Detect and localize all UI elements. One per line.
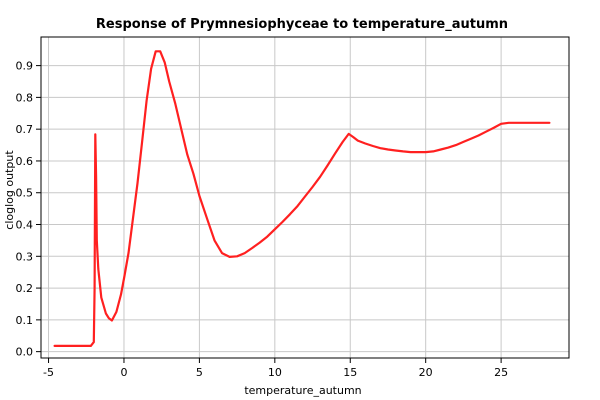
x-tick-label: 25	[494, 366, 508, 379]
x-tick-label: 0	[120, 366, 127, 379]
x-tick-label: 5	[196, 366, 203, 379]
chart-title: Response of Prymnesiophyceae to temperat…	[96, 17, 508, 32]
y-tick-label: 0.1	[16, 314, 34, 327]
y-tick-label: 0.8	[16, 91, 34, 104]
y-tick-label: 0.4	[16, 219, 34, 232]
y-tick-label: 0.7	[16, 123, 34, 136]
x-tick-label: -5	[43, 366, 54, 379]
x-tick-label: 10	[268, 366, 282, 379]
x-axis-ticks: -5 0 5 10 15 20 25	[43, 358, 508, 379]
y-tick-label: 0.3	[16, 250, 34, 263]
y-tick-label: 0.2	[16, 282, 34, 295]
y-axis-ticks: 0.0 0.1 0.2 0.3 0.4 0.5 0.6 0.7 0.8 0.9	[16, 60, 41, 359]
y-axis-label: cloglog output	[3, 150, 16, 230]
x-tick-label: 20	[419, 366, 433, 379]
plot-area-frame	[40, 36, 570, 359]
x-tick-label: 15	[343, 366, 357, 379]
y-tick-label: 0.6	[16, 155, 34, 168]
series-line	[53, 50, 551, 347]
y-tick-label: 0.5	[16, 187, 34, 200]
x-axis-label: temperature_autumn	[244, 384, 361, 397]
y-tick-label: 0.0	[16, 346, 34, 359]
y-tick-label: 0.9	[16, 60, 34, 73]
